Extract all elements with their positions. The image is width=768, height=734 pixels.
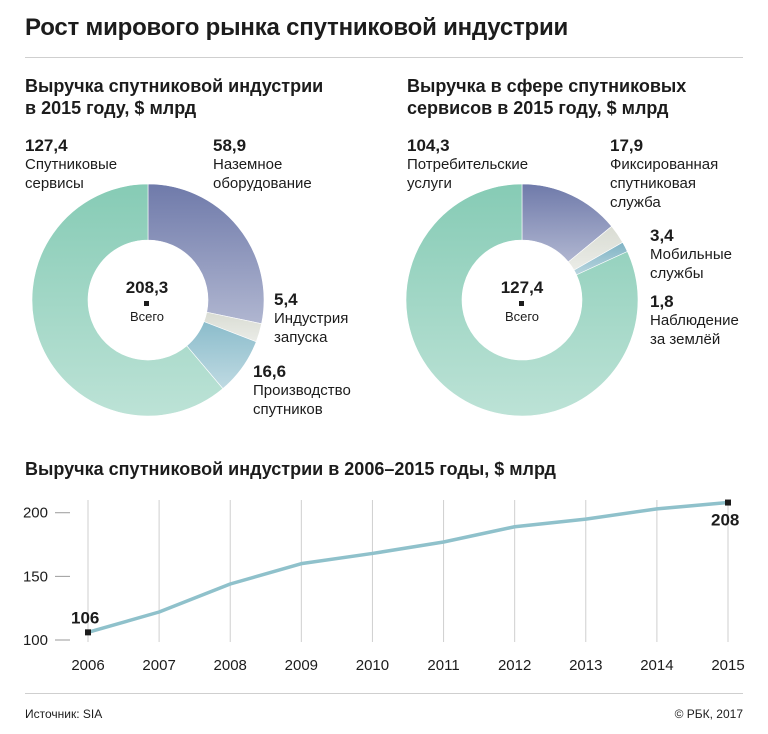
donut1-value-ground: 58,9 xyxy=(213,136,247,155)
line-chart: 2006 2007 2008 2009 2010 2011 2012 2013 2014 2015… xyxy=(23,499,745,674)
donut1-label-services: 127,4 Спутниковые сервисы xyxy=(25,136,117,193)
line-chart-title: Выручка спутниковой индустрии в 2006–201… xyxy=(25,459,556,479)
donut1-title-line-1: Выручка спутниковой индустрии xyxy=(25,76,324,96)
first-value-label: 106 xyxy=(71,608,99,627)
donut1-slice-спутниковые-сервисы xyxy=(31,183,224,417)
donut2-label-fixed: 17,9 Фиксированная спутниковая служба xyxy=(610,136,718,212)
y-tick-label: 100 xyxy=(23,632,48,649)
donut1-label-services-line-2: сервисы xyxy=(25,175,84,192)
last-value-label: 208 xyxy=(711,511,739,530)
donut2-value-mobile: 3,4 xyxy=(650,226,674,245)
y-tick-label: 200 xyxy=(23,505,48,522)
footer-divider xyxy=(25,693,743,694)
donut2-slice-потребительские-услуги xyxy=(405,183,639,417)
donut2-label-consumer-line-2: услуги xyxy=(407,175,452,192)
donut2-value-fixed: 17,9 xyxy=(610,136,644,155)
donut1-center-marker xyxy=(144,301,149,306)
donut2-label-fixed-line-3: служба xyxy=(610,194,661,211)
donut1-label-launch-line-2: запуска xyxy=(274,329,328,346)
donut2-label-observation: 1,8 Наблюдение за землёй xyxy=(650,292,739,349)
donut1-total: 208,3 xyxy=(125,278,169,297)
series-line xyxy=(87,500,729,635)
donut1-label-ground: 58,9 Наземное оборудование xyxy=(213,136,312,193)
first-point-marker xyxy=(85,629,91,636)
x-tick-label: 2010 xyxy=(356,657,389,674)
donut2-label-mobile-line-2: службы xyxy=(650,265,704,282)
x-tick-label: 2015 xyxy=(711,657,744,674)
donut2-label-consumer-line-1: Потребительские xyxy=(407,156,529,173)
donut1-label-manufacturing-line-2: спутников xyxy=(253,401,323,418)
donut1-label-services-line-1: Спутниковые xyxy=(25,156,118,173)
donut2-label-fixed-line-1: Фиксированная xyxy=(610,156,719,173)
donut1-title-line-2: в 2015 году, $ млрд xyxy=(25,98,197,118)
donut2-value-observation: 1,8 xyxy=(650,292,674,311)
donut1-center-label: Всего xyxy=(129,309,165,324)
page-title: Рост мирового рынка спутниковой индустри… xyxy=(25,14,569,41)
donut1-slice-наземное-оборудование xyxy=(147,183,265,325)
x-tick-label: 2009 xyxy=(285,657,318,674)
x-tick-label: 2012 xyxy=(498,657,531,674)
donut2-label-mobile: 3,4 Мобильные службы xyxy=(650,226,732,283)
donut1-label-launch: 5,4 Индустрия запуска xyxy=(274,290,348,347)
x-tick-label: 2008 xyxy=(214,657,247,674)
donut2-title: Выручка в сфере спутниковых сервисов в 2… xyxy=(407,75,686,119)
donut2-label-mobile-line-1: Мобильные xyxy=(650,246,732,263)
x-tick-label: 2014 xyxy=(640,657,673,674)
donut2-title-line-2: сервисов в 2015 году, $ млрд xyxy=(407,98,669,118)
donut1-label-manufacturing: 16,6 Производство спутников xyxy=(253,362,351,419)
title-divider xyxy=(25,57,743,58)
donut1-value-services: 127,4 xyxy=(25,136,68,155)
donut2-total: 127,4 xyxy=(500,278,544,297)
donut1-label-manufacturing-line-1: Производство xyxy=(253,382,351,399)
donut2-value-consumer: 104,3 xyxy=(407,136,450,155)
donut2-label-observation-line-1: Наблюдение xyxy=(650,312,739,329)
source-note: Источник: SIA xyxy=(25,707,103,721)
donut2-title-line-1: Выручка в сфере спутниковых xyxy=(407,76,687,96)
donut-chart-industry xyxy=(31,183,639,417)
x-tick-label: 2013 xyxy=(569,657,602,674)
y-tick-label: 150 xyxy=(23,568,48,585)
donut1-value-manufacturing: 16,6 xyxy=(253,362,287,381)
x-tick-label: 2007 xyxy=(142,657,175,674)
donut1-title: Выручка спутниковой индустрии в 2015 год… xyxy=(25,75,323,119)
donut2-center-label: Всего xyxy=(504,309,540,324)
last-point-marker xyxy=(725,499,731,506)
donut2-label-fixed-line-2: спутниковая xyxy=(610,175,696,192)
donut2-center-marker xyxy=(519,301,524,306)
x-tick-label: 2011 xyxy=(427,657,459,674)
donut2-label-observation-line-2: за землёй xyxy=(650,331,721,348)
donut1-value-launch: 5,4 xyxy=(274,290,298,309)
donut2-label-consumer: 104,3 Потребительские услуги xyxy=(407,136,528,193)
donut1-label-ground-line-2: оборудование xyxy=(213,175,312,192)
donut1-label-launch-line-1: Индустрия xyxy=(274,310,349,327)
x-tick-label: 2006 xyxy=(71,657,104,674)
donut1-label-ground-line-1: Наземное xyxy=(213,156,283,173)
copyright: © РБК, 2017 xyxy=(674,707,743,721)
